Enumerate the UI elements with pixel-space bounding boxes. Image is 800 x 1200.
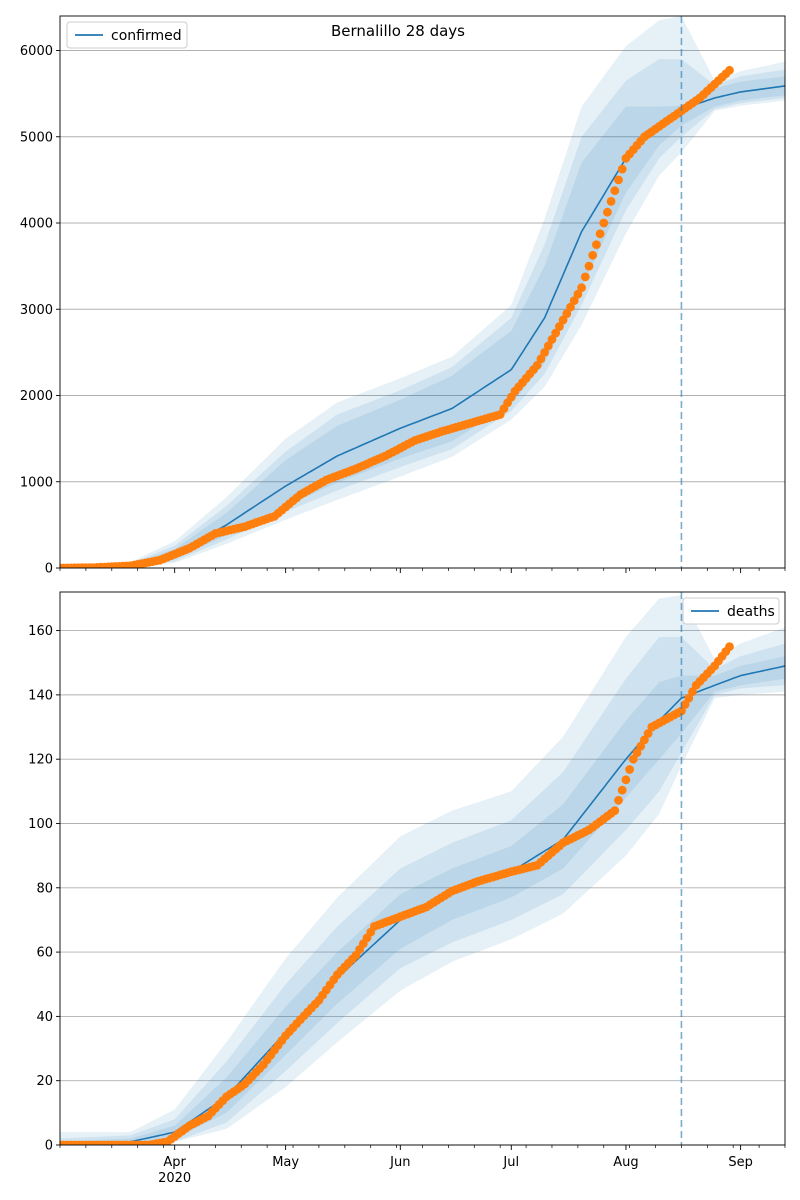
observed-point xyxy=(573,289,583,299)
x-tick-label: Jul xyxy=(502,1155,519,1170)
y-tick-label: 4000 xyxy=(20,217,53,232)
y-tick-label: 0 xyxy=(45,562,53,577)
observed-point xyxy=(592,240,601,250)
x-tick-label: Aug xyxy=(613,1155,638,1170)
observed-point xyxy=(684,693,694,703)
observed-point xyxy=(606,197,616,206)
legend-box xyxy=(66,21,188,49)
y-tick-label: 0 xyxy=(45,1139,53,1154)
observed-point xyxy=(577,283,586,293)
uncertainty-band xyxy=(60,76,785,568)
y-tick-label: 40 xyxy=(36,1010,53,1025)
y-tick-label: 2000 xyxy=(20,389,53,404)
uncertainty-band xyxy=(60,656,785,1145)
observed-point xyxy=(555,322,564,331)
observed-point xyxy=(536,354,546,364)
observed-point xyxy=(677,706,686,716)
observed-point xyxy=(640,735,649,745)
observed-point xyxy=(632,748,642,758)
uncertainty-band xyxy=(60,637,785,1145)
observed-point xyxy=(569,296,579,305)
observed-point xyxy=(628,754,638,764)
observed-point xyxy=(562,309,572,318)
x-tick-label: Apr xyxy=(163,1155,186,1170)
observed-points xyxy=(60,642,734,1145)
observed-point xyxy=(566,302,575,312)
x-tick-label: Jun xyxy=(389,1155,410,1170)
observed-point xyxy=(625,765,634,774)
chart-title: Bernalillo 28 days xyxy=(331,22,465,40)
y-tick-label: 1000 xyxy=(20,475,53,490)
observed-point xyxy=(725,65,734,75)
observed-point xyxy=(610,806,620,815)
observed-point xyxy=(643,729,653,738)
observed-point xyxy=(558,315,568,325)
observed-point xyxy=(584,261,594,271)
y-tick-label: 140 xyxy=(28,688,53,703)
x-tick-sublabel: 2020 xyxy=(158,1171,191,1186)
observed-point xyxy=(614,175,623,185)
legend: deaths xyxy=(682,597,780,625)
observed-point xyxy=(614,795,623,805)
observed-point xyxy=(621,775,631,785)
y-tick-label: 60 xyxy=(36,946,53,961)
x-tick-label: May xyxy=(272,1155,299,1170)
observed-point xyxy=(543,341,553,351)
observed-point xyxy=(580,272,590,282)
observed-point xyxy=(532,360,542,370)
observed-point xyxy=(588,250,598,260)
observed-point xyxy=(599,218,609,228)
legend-label: confirmed xyxy=(111,28,182,44)
uncertainty-band xyxy=(60,59,785,568)
y-tick-label: 6000 xyxy=(20,44,53,59)
observed-point xyxy=(603,207,612,217)
observed-point xyxy=(540,348,549,357)
observed-point xyxy=(636,741,646,751)
legend: confirmed xyxy=(66,21,188,49)
plot-area xyxy=(60,16,785,568)
observed-point xyxy=(617,785,627,795)
y-tick-label: 100 xyxy=(28,817,53,832)
observed-point xyxy=(680,700,690,709)
observed-point xyxy=(547,335,557,344)
x-tick-label: Sep xyxy=(728,1155,753,1170)
observed-point xyxy=(551,328,561,338)
y-tick-label: 20 xyxy=(36,1074,53,1089)
uncertainty-band xyxy=(60,16,785,568)
observed-point xyxy=(725,642,734,652)
observed-point xyxy=(610,186,620,196)
observed-point xyxy=(617,164,627,174)
legend-label: deaths xyxy=(727,604,775,620)
panel-confirmed: 0 1000 2000 3000 4000 5000 6000 confirmed xyxy=(20,15,786,577)
y-tick-label: 120 xyxy=(28,753,53,768)
uncertainty-band xyxy=(60,595,785,1145)
y-tick-label: 5000 xyxy=(20,130,53,145)
plot-area xyxy=(60,595,785,1145)
observed-points xyxy=(60,65,734,568)
observed-point xyxy=(595,229,605,239)
observed-point xyxy=(688,687,697,697)
y-tick-label: 3000 xyxy=(20,303,53,318)
y-tick-label: 80 xyxy=(36,881,53,896)
legend-box xyxy=(682,597,780,625)
y-tick-label: 160 xyxy=(28,624,53,639)
